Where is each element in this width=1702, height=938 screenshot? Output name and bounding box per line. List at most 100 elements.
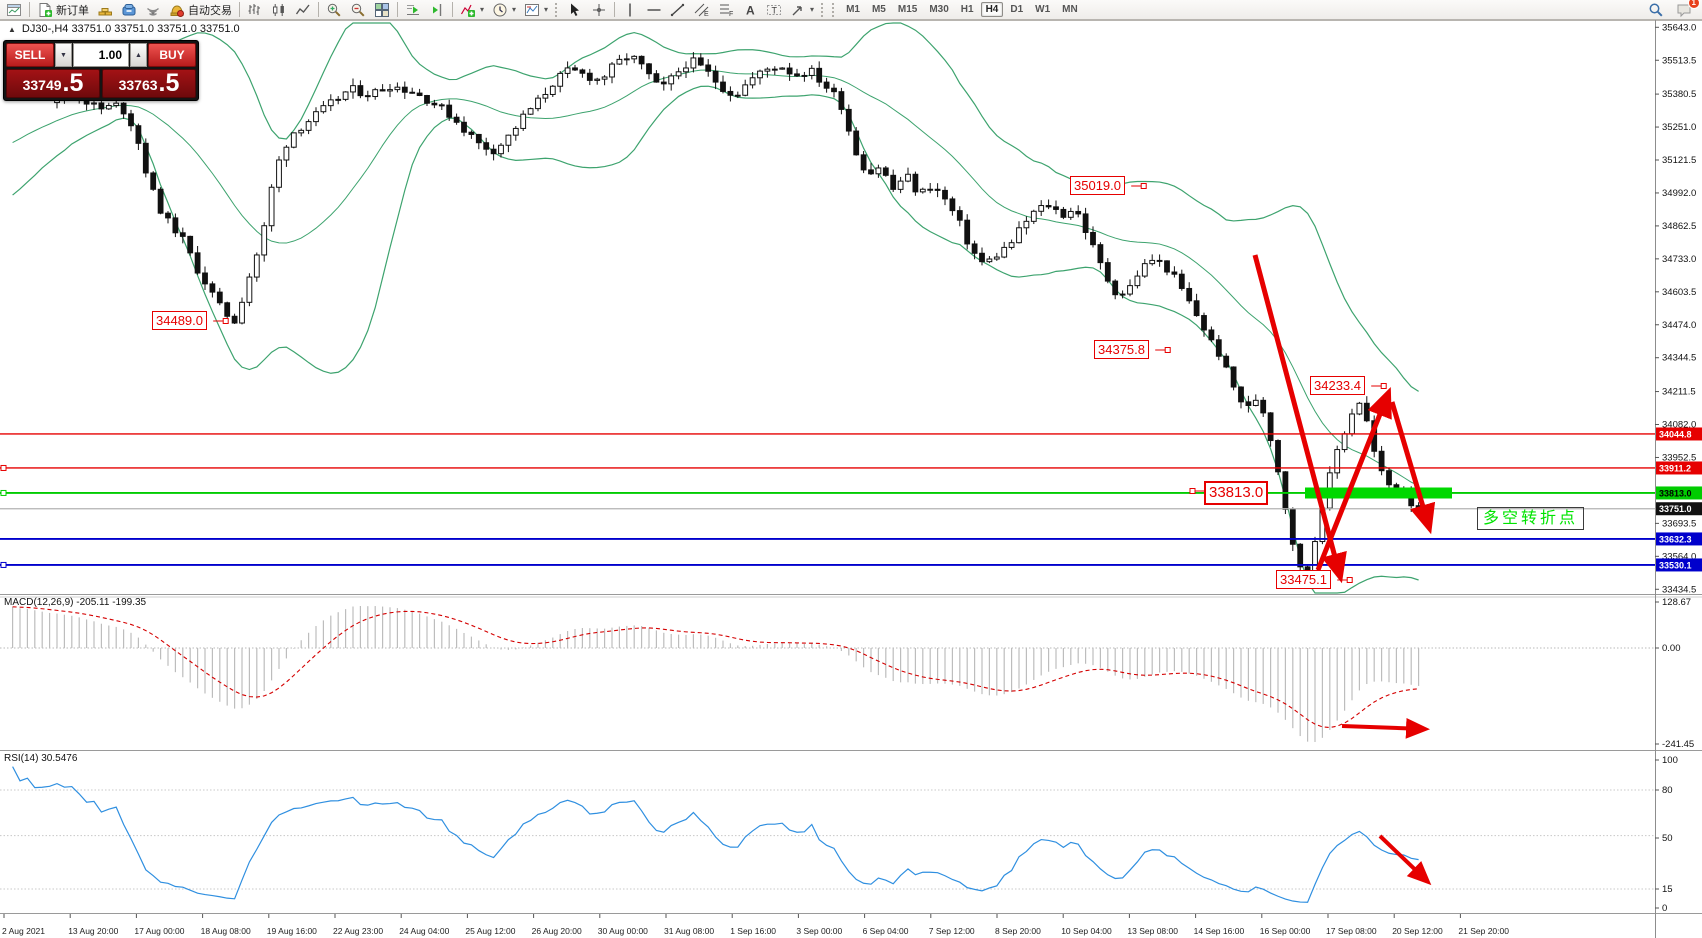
arrows-button[interactable]: ▾: [786, 0, 818, 20]
svg-text:15: 15: [1662, 884, 1673, 895]
svg-text:35380.5: 35380.5: [1662, 89, 1696, 100]
price-callout-33813.0[interactable]: 33813.0: [1204, 481, 1269, 505]
fibonacci-button[interactable]: F: [714, 0, 738, 20]
line-chart-button[interactable]: [291, 0, 315, 20]
signals-button[interactable]: [141, 0, 165, 20]
timeframe-d1-button[interactable]: D1: [1010, 4, 1024, 15]
svg-text:0: 0: [1662, 903, 1667, 914]
candlestick-chart-button[interactable]: [267, 0, 291, 20]
svg-text:33693.5: 33693.5: [1662, 518, 1696, 529]
crosshair-button[interactable]: [587, 0, 611, 20]
timeframe-m30-button[interactable]: M30: [929, 4, 949, 15]
svg-text:17 Aug 00:00: 17 Aug 00:00: [134, 926, 184, 936]
crosshair: [593, 3, 606, 16]
rebound-up-arrow: [1315, 387, 1392, 571]
terminal-button[interactable]: [117, 0, 141, 20]
bar-chart-button[interactable]: [243, 0, 267, 20]
chevron-down-icon[interactable]: ▾: [512, 5, 517, 14]
shift: [433, 3, 442, 16]
gold: [98, 7, 112, 15]
svg-text:128.67: 128.67: [1662, 597, 1691, 608]
search: [1649, 3, 1663, 17]
zoom-in-button[interactable]: [322, 0, 346, 20]
template: [525, 3, 540, 16]
auto-scroll-button[interactable]: [401, 0, 425, 20]
zoom-out-button[interactable]: [346, 0, 370, 20]
svg-text:34344.5: 34344.5: [1662, 353, 1696, 364]
collapse-triangle-icon[interactable]: ▲: [8, 24, 16, 34]
svg-text:34082.0: 34082.0: [1662, 420, 1696, 431]
trendline-button[interactable]: [666, 0, 690, 20]
timeframe-h4-button[interactable]: H4: [980, 2, 1004, 17]
indicators-button[interactable]: ▾: [456, 0, 488, 20]
autotrading-button[interactable]: 自动交易: [165, 0, 236, 20]
svg-text:-241.45: -241.45: [1662, 739, 1694, 750]
svg-text:34474.0: 34474.0: [1662, 320, 1696, 331]
price-callout-35019.0[interactable]: 35019.0: [1070, 176, 1125, 195]
equidistant-channel-button[interactable]: E: [690, 0, 714, 20]
price-callout-34233.4[interactable]: 34233.4: [1310, 376, 1365, 395]
svg-text:34862.5: 34862.5: [1662, 221, 1696, 232]
toolbar-separator: [318, 2, 319, 17]
periods-button[interactable]: ▾: [488, 0, 520, 20]
toolbar-separator: [614, 2, 616, 17]
linechart: [295, 4, 310, 14]
buy-button[interactable]: BUY: [148, 43, 196, 67]
market-watch-button[interactable]: [93, 0, 117, 20]
new-order-button[interactable]: 新订单: [33, 0, 93, 20]
shapes: [792, 5, 802, 15]
chart-header: ▲ DJ30-,H4 33751.0 33751.0 33751.0 33751…: [8, 23, 240, 35]
chevron-down-icon[interactable]: ▾: [544, 5, 549, 14]
volume-up-stepper[interactable]: ▲: [130, 43, 147, 67]
horizontal-line-button[interactable]: [642, 0, 666, 20]
svg-text:19 Aug 16:00: 19 Aug 16:00: [267, 926, 317, 936]
svg-text:100: 100: [1662, 755, 1678, 766]
timeframe-h1-button[interactable]: H1: [960, 4, 974, 15]
hline: [647, 8, 661, 11]
svg-text:3 Sep 00:00: 3 Sep 00:00: [796, 926, 842, 936]
svg-text:33813.0: 33813.0: [1659, 488, 1692, 498]
pivot-highlight-bar: [1305, 487, 1452, 499]
text-label-button[interactable]: T: [762, 0, 786, 20]
svg-text:33434.5: 33434.5: [1662, 584, 1696, 595]
timeframe-mn-button[interactable]: MN: [1062, 4, 1078, 15]
timeframe-w1-button[interactable]: W1: [1035, 4, 1051, 15]
svg-text:2 Aug 2021: 2 Aug 2021: [2, 926, 45, 936]
bid-price-display[interactable]: 33749 .5: [6, 69, 100, 98]
win: [7, 3, 21, 16]
sell-button[interactable]: SELL: [6, 43, 54, 67]
notifications-button[interactable]: 1: [1672, 0, 1700, 20]
autoscroll: [407, 4, 419, 15]
chevron-down-icon[interactable]: ▾: [810, 5, 815, 14]
tile-windows-button[interactable]: [370, 0, 394, 20]
chart-window-icon[interactable]: [2, 0, 26, 20]
ask-price-display[interactable]: 33763 .5: [102, 69, 196, 98]
timeframe-m5-button[interactable]: M5: [871, 4, 886, 15]
volume-input[interactable]: 1.00: [73, 43, 129, 67]
price-callout-33475.1[interactable]: 33475.1: [1276, 570, 1331, 589]
cursor: [571, 3, 580, 16]
price-callout-34489.0[interactable]: 34489.0: [152, 311, 207, 330]
chart-shift-button[interactable]: [425, 0, 449, 20]
svg-text:8 Sep 20:00: 8 Sep 20:00: [995, 926, 1041, 936]
chevron-down-icon[interactable]: ▾: [480, 5, 485, 14]
search-button[interactable]: [1644, 0, 1668, 20]
toolbar-separator: [397, 2, 398, 17]
price-callout-34375.8[interactable]: 34375.8: [1094, 340, 1149, 359]
turning-point-text-box[interactable]: 多空转折点: [1477, 507, 1585, 530]
one-click-trade-panel: SELL ▼ 1.00 ▲ BUY 33749 .5 33763 .5: [3, 40, 199, 101]
volume-down-stepper[interactable]: ▼: [55, 43, 72, 67]
svg-text:1 Sep 16:00: 1 Sep 16:00: [730, 926, 776, 936]
svg-text:6 Sep 04:00: 6 Sep 04:00: [863, 926, 909, 936]
bid-price-frac: .5: [62, 69, 84, 97]
macd-flat-arrow: [1341, 717, 1430, 739]
timeframe-m15-button[interactable]: M15: [897, 4, 918, 15]
timeframe-m1-button[interactable]: M1: [846, 4, 860, 15]
vertical-line-button[interactable]: [618, 0, 642, 20]
text-button[interactable]: A: [738, 0, 762, 20]
cursor-button[interactable]: [563, 0, 587, 20]
templates-button[interactable]: ▾: [520, 0, 552, 20]
labelT: T: [767, 4, 782, 15]
